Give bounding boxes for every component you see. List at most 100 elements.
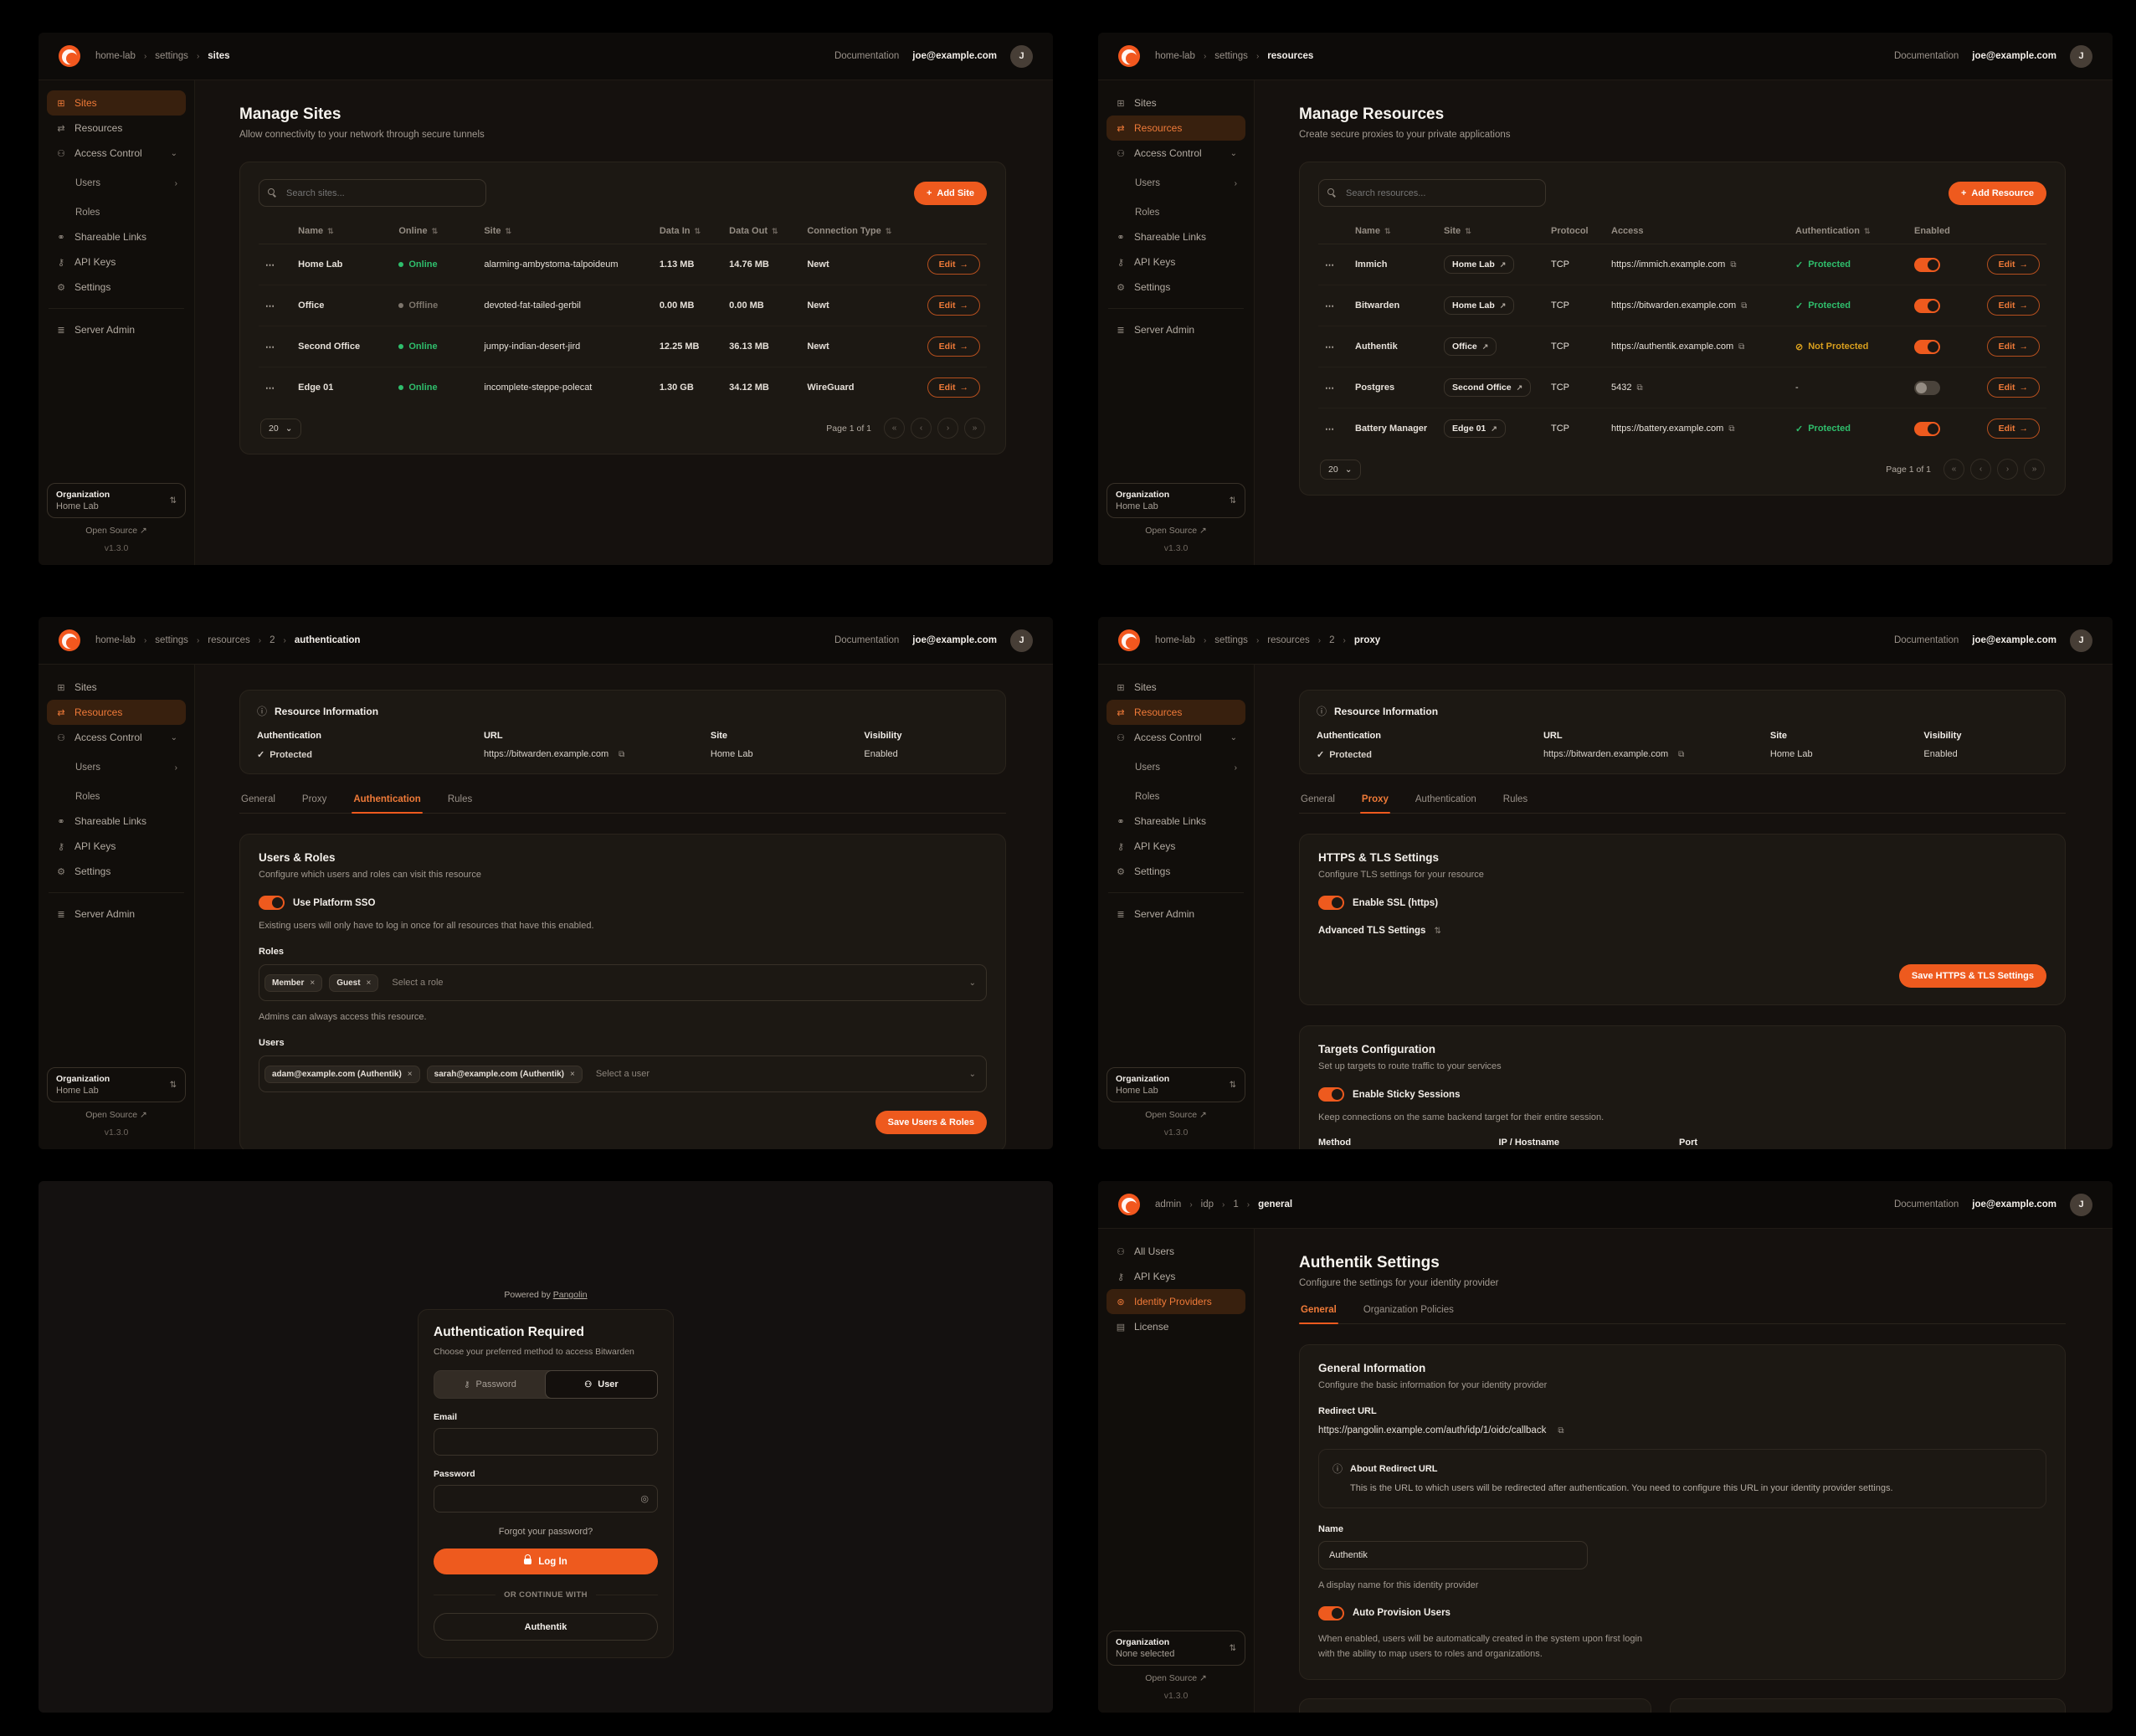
column-data-in[interactable]: Data In ⇅	[652, 218, 723, 244]
sidebar-item-access-control[interactable]: ⚇ Access Control ⌄	[47, 141, 186, 166]
row-menu-icon[interactable]: ⋯	[1325, 300, 1335, 311]
column-data-out[interactable]: Data Out ⇅	[722, 218, 801, 244]
documentation-link[interactable]: Documentation	[834, 635, 900, 645]
authentik-sso-button[interactable]: Authentik	[434, 1613, 658, 1641]
user-email[interactable]: joe@example.com	[1972, 635, 2056, 645]
sidebar-item-api-keys[interactable]: ⚷ API Keys	[47, 249, 186, 275]
edit-button[interactable]: Edit →	[1986, 419, 2040, 439]
organization-selector[interactable]: Organization Home Lab ⇅	[47, 1067, 186, 1102]
sidebar-item-shareable-links[interactable]: ⚭ Shareable Links	[1107, 809, 1245, 834]
edit-button[interactable]: Edit →	[1986, 336, 2040, 357]
sidebar-item-users[interactable]: Users ›	[1107, 756, 1245, 779]
tab-proxy[interactable]: Proxy	[1359, 794, 1390, 814]
row-menu-icon[interactable]: ⋯	[1325, 383, 1335, 393]
row-menu-icon[interactable]: ⋯	[265, 342, 275, 352]
sidebar-item-server-admin[interactable]: ≣ Server Admin	[1107, 317, 1245, 342]
sidebar-item-roles[interactable]: Roles	[47, 785, 186, 809]
sidebar-item-api-keys[interactable]: ⚷ API Keys	[47, 834, 186, 859]
tab-authentication[interactable]: Authentication	[352, 794, 423, 814]
last-page-button[interactable]: »	[2024, 459, 2045, 480]
avatar[interactable]: J	[2070, 44, 2092, 68]
tab-general[interactable]: General	[1301, 794, 1335, 804]
prev-page-button[interactable]: ‹	[911, 418, 932, 439]
enabled-toggle[interactable]	[1914, 421, 1940, 436]
column-authentication[interactable]: Authentication ⇅	[1789, 218, 1908, 244]
roles-multiselect[interactable]: Member × Guest × Select a role ⌄	[259, 964, 987, 1001]
name-field[interactable]	[1318, 1540, 1588, 1569]
enabled-toggle[interactable]	[1914, 257, 1940, 272]
pangolin-link[interactable]: Pangolin	[552, 1290, 588, 1300]
copy-icon[interactable]: ⧉	[1636, 383, 1643, 393]
row-menu-icon[interactable]: ⋯	[265, 383, 275, 393]
role-chip[interactable]: Member ×	[264, 973, 323, 992]
tab-organization-policies[interactable]: Organization Policies	[1363, 1305, 1454, 1315]
open-source-link[interactable]: Open Source ↗	[1145, 1110, 1207, 1120]
sidebar-item-api-keys[interactable]: ⚷ API Keys	[1107, 249, 1245, 275]
add-site-button[interactable]: + Add Site	[913, 181, 987, 205]
avatar[interactable]: J	[1010, 629, 1033, 652]
prev-page-button[interactable]: ‹	[1970, 459, 1991, 480]
tab-proxy[interactable]: Proxy	[301, 794, 327, 804]
documentation-link[interactable]: Documentation	[1893, 51, 1959, 61]
site-chip[interactable]: Second Office ↗	[1444, 378, 1532, 397]
organization-selector[interactable]: Organization Home Lab ⇅	[1107, 483, 1245, 518]
open-source-link[interactable]: Open Source ↗	[1145, 526, 1207, 536]
avatar[interactable]: J	[2070, 629, 2092, 652]
sidebar-item-shareable-links[interactable]: ⚭ Shareable Links	[1107, 224, 1245, 249]
sidebar-item-settings[interactable]: ⚙ Settings	[47, 275, 186, 300]
avatar[interactable]: J	[1010, 44, 1033, 68]
copy-icon[interactable]: ⧉	[619, 749, 625, 759]
tab-rules[interactable]: Rules	[447, 794, 473, 804]
breadcrumb-item[interactable]: idp	[1200, 1199, 1214, 1210]
enabled-toggle[interactable]	[1914, 298, 1940, 313]
add-resource-button[interactable]: + Add Resource	[1948, 181, 2046, 205]
breadcrumb-item[interactable]: admin	[1155, 1199, 1182, 1210]
edit-button[interactable]: Edit →	[927, 295, 980, 316]
sidebar-item-server-admin[interactable]: ≣ Server Admin	[47, 901, 186, 927]
sidebar-item-server-admin[interactable]: ≣ Server Admin	[1107, 901, 1245, 927]
tab-password[interactable]: ⚷ Password	[464, 1379, 516, 1389]
breadcrumb-item[interactable]: settings	[155, 51, 188, 61]
edit-button[interactable]: Edit →	[927, 336, 980, 357]
enabled-toggle[interactable]	[1914, 380, 1940, 395]
email-field[interactable]	[434, 1428, 658, 1456]
tab-authentication[interactable]: Authentication	[1415, 794, 1476, 804]
save-tls-button[interactable]: Save HTTPS & TLS Settings	[1898, 964, 2046, 988]
advanced-tls-expander[interactable]: Advanced TLS Settings	[1318, 926, 1426, 936]
sidebar-item-users[interactable]: Users ›	[1107, 172, 1245, 195]
forgot-password-link[interactable]: Forgot your password?	[498, 1527, 593, 1537]
edit-button[interactable]: Edit →	[927, 378, 980, 398]
user-chip[interactable]: sarah@example.com (Authentik) ×	[426, 1065, 583, 1083]
breadcrumb-item[interactable]: home-lab	[95, 635, 136, 645]
documentation-link[interactable]: Documentation	[1893, 1199, 1959, 1210]
role-chip[interactable]: Guest ×	[329, 973, 379, 992]
breadcrumb-item[interactable]: home-lab	[1155, 635, 1195, 645]
copy-icon[interactable]: ⧉	[1738, 342, 1745, 352]
breadcrumb-item[interactable]: 2	[270, 635, 275, 645]
sidebar-item-roles[interactable]: Roles	[47, 201, 186, 224]
sidebar-item-settings[interactable]: ⚙ Settings	[1107, 859, 1245, 884]
sidebar-item-identity-providers[interactable]: ⊛ Identity Providers	[1107, 1289, 1245, 1314]
edit-button[interactable]: Edit →	[1986, 254, 2040, 275]
remove-chip-icon[interactable]: ×	[407, 1069, 413, 1079]
sidebar-item-users[interactable]: Users ›	[47, 172, 186, 195]
sidebar-item-sites[interactable]: ⊞ Sites	[1107, 90, 1245, 116]
breadcrumb-item[interactable]: 1	[1233, 1199, 1239, 1210]
avatar[interactable]: J	[2070, 1193, 2092, 1216]
tab-rules[interactable]: Rules	[1502, 794, 1528, 804]
save-users-roles-button[interactable]: Save Users & Roles	[875, 1111, 987, 1134]
sidebar-item-users[interactable]: Users ›	[47, 756, 186, 779]
breadcrumb-item[interactable]: settings	[1214, 635, 1248, 645]
sidebar-item-access-control[interactable]: ⚇ Access Control ⌄	[1107, 141, 1245, 166]
breadcrumb-item[interactable]: resources	[208, 635, 250, 645]
tab-user[interactable]: ⚇ User	[545, 1370, 658, 1399]
breadcrumb-item[interactable]: settings	[155, 635, 188, 645]
sidebar-item-api-keys[interactable]: ⚷ API Keys	[1107, 1264, 1245, 1289]
column-name[interactable]: Name ⇅	[1348, 218, 1437, 244]
enable-ssl-toggle[interactable]	[1318, 896, 1344, 910]
open-source-link[interactable]: Open Source ↗	[85, 526, 147, 536]
sidebar-item-server-admin[interactable]: ≣ Server Admin	[47, 317, 186, 342]
remove-chip-icon[interactable]: ×	[310, 978, 316, 988]
sidebar-item-roles[interactable]: Roles	[1107, 785, 1245, 809]
column-site[interactable]: Site ⇅	[477, 218, 653, 244]
